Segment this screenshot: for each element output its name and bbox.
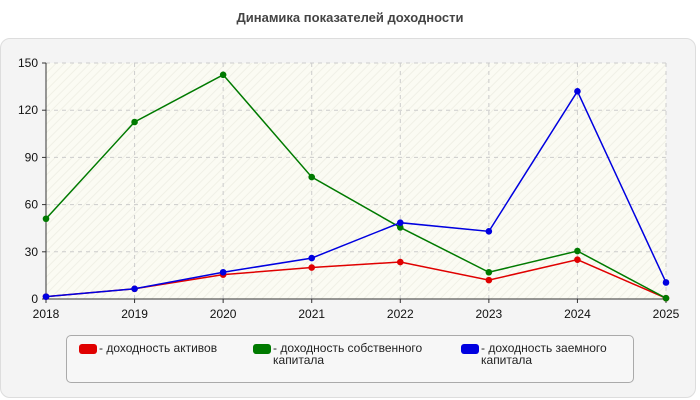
- data-point: [485, 228, 493, 235]
- legend-label: - доходность собственного капитала: [273, 341, 423, 367]
- data-point: [662, 279, 670, 286]
- legend-label: - доходность заемного капитала: [481, 341, 607, 367]
- data-point: [42, 215, 50, 223]
- data-point: [396, 224, 404, 231]
- series-line: [45, 73, 667, 299]
- x-tick-label: 2025: [653, 307, 680, 321]
- data-point: [131, 118, 138, 126]
- data-point: [219, 268, 227, 276]
- data-point: [308, 173, 316, 181]
- series: [42, 71, 670, 302]
- chart-title: Динамика показателей доходности: [236, 10, 464, 25]
- y-tick-label: 90: [25, 150, 39, 164]
- data-point: [308, 254, 316, 262]
- data-point: [396, 258, 404, 266]
- series-2: [42, 71, 670, 302]
- x-tick-label: 2024: [564, 307, 591, 321]
- data-point: [485, 276, 493, 284]
- data-point: [574, 247, 581, 255]
- x-tick-label: 2018: [33, 307, 60, 321]
- legend-swatch: [461, 344, 479, 354]
- x-tick-label: 2022: [387, 307, 414, 321]
- x-tick-label: 2020: [210, 307, 237, 321]
- series-line: [45, 89, 667, 298]
- plot-area: [46, 63, 666, 299]
- legend-label: - доходность активов: [99, 341, 218, 355]
- y-tick-label: 30: [25, 245, 39, 259]
- data-point: [131, 285, 138, 293]
- data-point: [219, 71, 227, 79]
- y-tick-label: 60: [25, 198, 39, 212]
- legend-swatch: [253, 344, 271, 354]
- y-tick-label: 0: [31, 292, 38, 306]
- x-tick-label: 2019: [121, 307, 148, 321]
- x-tick-label: 2021: [298, 307, 325, 321]
- data-point: [42, 293, 50, 300]
- x-tick-label: 2023: [476, 307, 503, 321]
- y-tick-label: 150: [18, 56, 38, 70]
- data-point: [574, 256, 581, 263]
- data-point: [485, 268, 493, 276]
- data-point: [308, 264, 316, 271]
- legend-swatch: [79, 344, 97, 354]
- y-tick-label: 120: [18, 103, 38, 117]
- data-point: [396, 219, 404, 226]
- axes: 0 30 60 90 120 150 2018 2019 2020 2021 2022 2023 202…: [18, 56, 680, 321]
- data-point: [662, 294, 670, 302]
- data-point: [574, 88, 581, 95]
- series-3: [42, 88, 670, 300]
- legend: - доходность активов - доходность собстве…: [66, 335, 634, 383]
